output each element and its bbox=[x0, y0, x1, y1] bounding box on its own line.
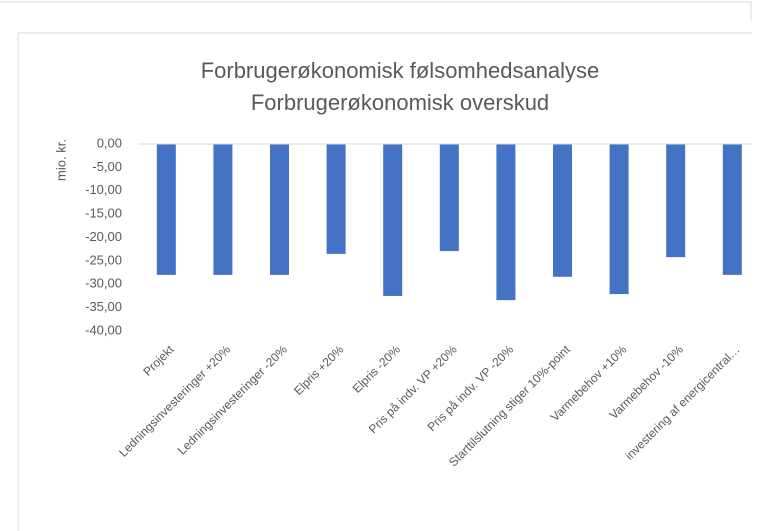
bar bbox=[553, 144, 572, 277]
x-tick-label: investering af energicentral… bbox=[622, 342, 742, 462]
bar bbox=[722, 144, 742, 275]
bar bbox=[270, 144, 289, 275]
bar bbox=[326, 144, 346, 254]
x-tick-label: Projekt bbox=[140, 342, 177, 379]
y-tick-label: -15,00 bbox=[85, 206, 122, 221]
frame-top bbox=[0, 1, 752, 20]
bar bbox=[666, 144, 686, 258]
bar bbox=[439, 144, 459, 252]
x-tick-label: Starttilslutning stiger 10%-point bbox=[446, 342, 573, 469]
bar bbox=[383, 144, 403, 296]
bar bbox=[156, 144, 176, 275]
y-tick-label: 0,00 bbox=[97, 135, 122, 150]
chart-frame bbox=[17, 32, 752, 531]
bar bbox=[213, 144, 233, 275]
x-tick-label: Elpris +20% bbox=[291, 342, 347, 398]
x-tick-label: Ledningsinvesteringer +20% bbox=[116, 342, 233, 459]
y-tick-label: -10,00 bbox=[85, 182, 122, 197]
x-tick-label: Elpris -20% bbox=[350, 342, 404, 396]
y-tick-label: -20,00 bbox=[85, 229, 122, 244]
bar bbox=[609, 144, 629, 295]
chart-title: Forbrugerøkonomisk følsomhedsanalyse bbox=[201, 58, 600, 83]
y-tick-label: -35,00 bbox=[85, 299, 122, 314]
y-tick-label: -25,00 bbox=[85, 252, 122, 267]
y-tick-label: -30,00 bbox=[85, 276, 122, 291]
bar bbox=[496, 144, 516, 301]
y-tick-label: -5,00 bbox=[92, 159, 122, 174]
x-tick-label: Ledningsinvesteringer -20% bbox=[175, 342, 290, 457]
chart-subtitle: Forbrugerøkonomisk overskud bbox=[251, 90, 549, 115]
y-axis-label: mio. kr. bbox=[53, 139, 68, 181]
y-tick-label: -40,00 bbox=[85, 322, 122, 337]
